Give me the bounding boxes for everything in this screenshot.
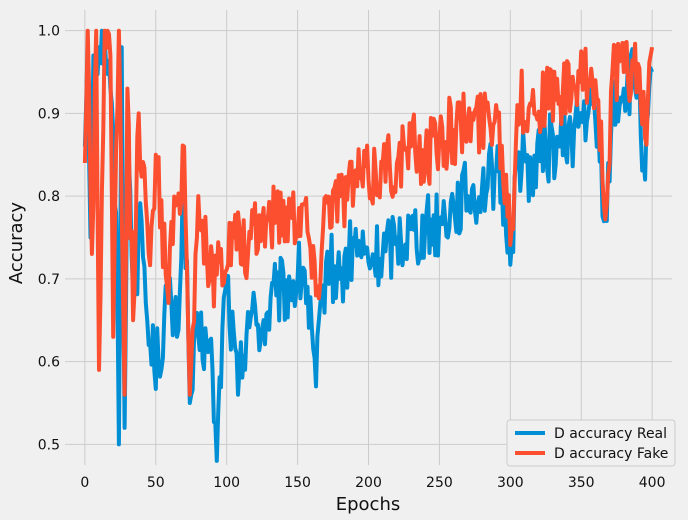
x-axis-label: Epochs [336, 494, 401, 515]
legend-label-fake: D accuracy Fake [554, 446, 668, 462]
plot-area [65, 10, 672, 465]
y-tick-label: 0.5 [38, 437, 60, 453]
x-tick-label: 250 [426, 475, 453, 491]
y-axis-ticks: 0.5 0.6 0.7 0.8 0.9 1.0 [38, 24, 60, 454]
x-tick-label: 100 [213, 475, 240, 491]
x-tick-label: 0 [80, 475, 89, 491]
y-tick-label: 0.9 [38, 106, 60, 122]
y-tick-label: 1.0 [38, 24, 60, 40]
x-tick-label: 150 [284, 475, 311, 491]
y-axis-label: Accuracy [6, 202, 27, 285]
x-tick-label: 50 [147, 475, 165, 491]
series-line-fake [82, 28, 655, 397]
x-tick-label: 350 [568, 475, 595, 491]
x-tick-label: 300 [497, 475, 524, 491]
legend-box [506, 419, 676, 467]
legend-label-real: D accuracy Real [554, 426, 667, 442]
y-tick-label: 0.6 [38, 355, 60, 371]
x-tick-label: 200 [355, 475, 382, 491]
legend: D accuracy Real D accuracy Fake [506, 419, 676, 467]
series-line-real [82, 28, 654, 463]
x-tick-label: 400 [639, 475, 666, 491]
y-tick-label: 0.8 [38, 189, 60, 205]
series-lines [82, 28, 655, 463]
x-axis-ticks: 0 50 100 150 200 250 300 350 400 [80, 475, 665, 491]
y-tick-label: 0.7 [38, 272, 60, 288]
